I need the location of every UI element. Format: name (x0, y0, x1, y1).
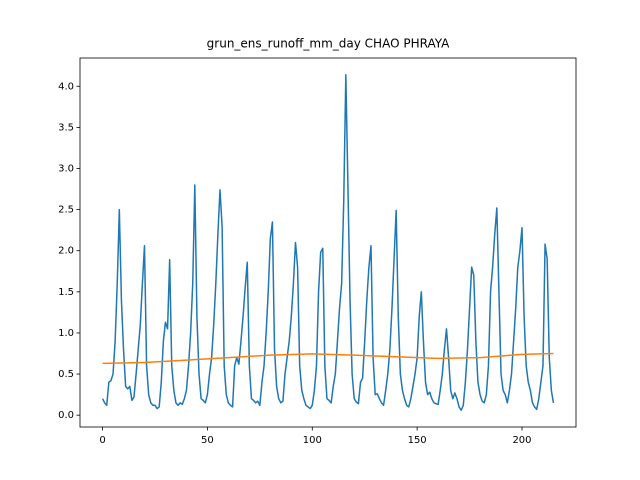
x-tick-label: 150 (408, 435, 427, 446)
plot-frame (79, 57, 577, 428)
y-tick-label: 0.0 (58, 410, 74, 421)
y-tick-label: 1.0 (58, 328, 74, 339)
y-tick-label: 3.0 (58, 164, 74, 175)
x-tick-label: 200 (512, 435, 531, 446)
chart-title: grun_ens_runoff_mm_day CHAO PHRAYA (207, 37, 450, 51)
y-tick-label: 0.5 (58, 369, 74, 380)
y-tick-label: 4.0 (58, 81, 74, 92)
line-series (102, 352, 554, 365)
x-tick-label: 100 (303, 435, 322, 446)
line-series (101, 74, 555, 411)
y-tick-label: 2.5 (58, 205, 74, 216)
x-tick-label: 50 (201, 435, 214, 446)
y-tick-label: 1.5 (58, 287, 74, 298)
y-tick-label: 2.0 (58, 246, 74, 257)
x-tick-label: 0 (99, 435, 105, 446)
y-tick-label: 3.5 (58, 122, 74, 133)
